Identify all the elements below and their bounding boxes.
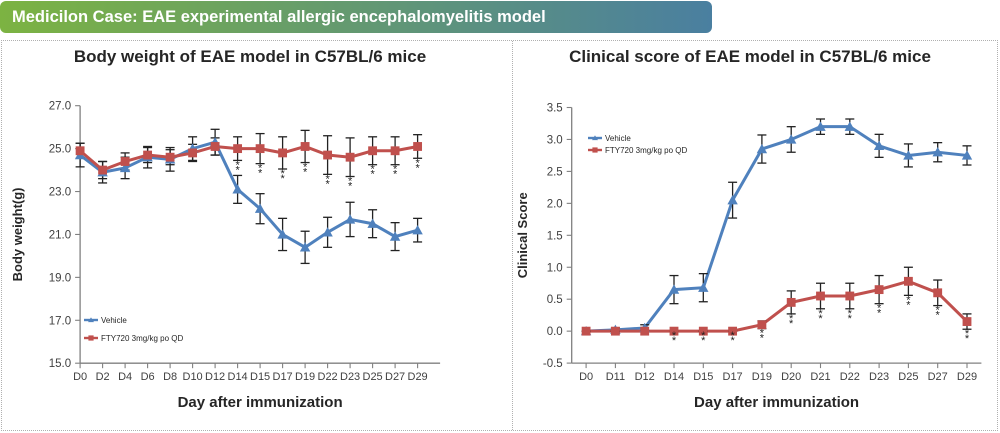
svg-text:FTY720 3mg/kg po QD: FTY720 3mg/kg po QD [101, 334, 183, 343]
svg-text:*: * [906, 299, 911, 311]
svg-text:D21: D21 [810, 371, 830, 383]
svg-text:2.5: 2.5 [547, 166, 563, 178]
svg-text:D4: D4 [118, 371, 132, 383]
svg-text:Day after immunization: Day after immunization [694, 394, 859, 411]
svg-text:D2: D2 [96, 371, 110, 383]
svg-text:*: * [415, 162, 420, 174]
svg-text:*: * [936, 310, 941, 322]
svg-text:3.0: 3.0 [547, 134, 563, 146]
svg-text:D29: D29 [957, 371, 977, 383]
svg-text:*: * [789, 318, 794, 330]
svg-text:Clinical score of EAE model in: Clinical score of EAE model in C57BL/6 m… [569, 47, 931, 66]
svg-text:D27: D27 [385, 371, 405, 383]
svg-text:D17: D17 [723, 371, 743, 383]
svg-text:0.0: 0.0 [547, 326, 563, 338]
svg-text:*: * [348, 181, 353, 193]
svg-text:19.0: 19.0 [49, 272, 71, 284]
svg-text:D6: D6 [141, 371, 155, 383]
svg-text:*: * [701, 335, 706, 347]
svg-text:2.0: 2.0 [547, 198, 563, 210]
svg-text:D14: D14 [228, 371, 248, 383]
svg-text:Clinical Score: Clinical Score [515, 192, 530, 278]
svg-text:D14: D14 [664, 371, 684, 383]
svg-text:*: * [325, 178, 330, 190]
svg-text:D10: D10 [183, 371, 203, 383]
svg-text:*: * [848, 313, 853, 325]
svg-text:D23: D23 [869, 371, 889, 383]
svg-text:*: * [877, 308, 882, 320]
svg-text:*: * [672, 335, 677, 347]
svg-text:0.5: 0.5 [547, 294, 563, 306]
svg-text:Day after immunization: Day after immunization [178, 394, 343, 411]
svg-text:17.0: 17.0 [49, 315, 71, 327]
svg-text:*: * [730, 335, 735, 347]
svg-text:1.0: 1.0 [547, 262, 563, 274]
svg-text:D22: D22 [840, 371, 860, 383]
svg-text:D23: D23 [340, 371, 360, 383]
svg-text:D8: D8 [163, 371, 177, 383]
svg-text:D20: D20 [781, 371, 801, 383]
svg-text:Vehicle: Vehicle [605, 134, 631, 143]
svg-text:*: * [370, 169, 375, 181]
svg-text:D11: D11 [606, 371, 625, 383]
svg-text:*: * [280, 173, 285, 185]
svg-text:D22: D22 [318, 371, 338, 383]
svg-text:D19: D19 [295, 371, 315, 383]
svg-text:Body weight of EAE model in C5: Body weight of EAE model in C57BL/6 mice [74, 47, 426, 66]
svg-text:*: * [818, 313, 823, 325]
svg-text:*: * [760, 333, 765, 345]
svg-text:*: * [393, 169, 398, 181]
svg-text:Vehicle: Vehicle [101, 316, 127, 325]
svg-text:D12: D12 [635, 371, 655, 383]
svg-text:D27: D27 [928, 371, 948, 383]
svg-text:23.0: 23.0 [49, 187, 71, 199]
svg-text:D25: D25 [363, 371, 383, 383]
svg-text:Body weight(g): Body weight(g) [10, 188, 25, 282]
svg-text:*: * [965, 333, 970, 345]
svg-text:D12: D12 [205, 371, 225, 383]
svg-text:21.0: 21.0 [49, 229, 71, 241]
svg-text:D25: D25 [898, 371, 918, 383]
svg-text:D0: D0 [73, 371, 87, 383]
svg-text:D15: D15 [250, 371, 270, 383]
svg-text:D19: D19 [752, 371, 772, 383]
svg-text:*: * [258, 168, 263, 180]
svg-text:3.5: 3.5 [547, 103, 563, 115]
svg-text:1.5: 1.5 [547, 230, 563, 242]
svg-text:15.0: 15.0 [49, 358, 71, 370]
svg-text:*: * [303, 167, 308, 179]
svg-text:27.0: 27.0 [49, 101, 71, 113]
svg-text:25.0: 25.0 [49, 144, 71, 156]
svg-text:*: * [235, 164, 240, 176]
svg-text:FTY720 3mg/kg po QD: FTY720 3mg/kg po QD [605, 146, 687, 155]
svg-text:D29: D29 [408, 371, 428, 383]
svg-text:D17: D17 [273, 371, 293, 383]
svg-text:D15: D15 [693, 371, 713, 383]
svg-text:D0: D0 [579, 371, 593, 383]
svg-text:-0.5: -0.5 [543, 358, 563, 370]
